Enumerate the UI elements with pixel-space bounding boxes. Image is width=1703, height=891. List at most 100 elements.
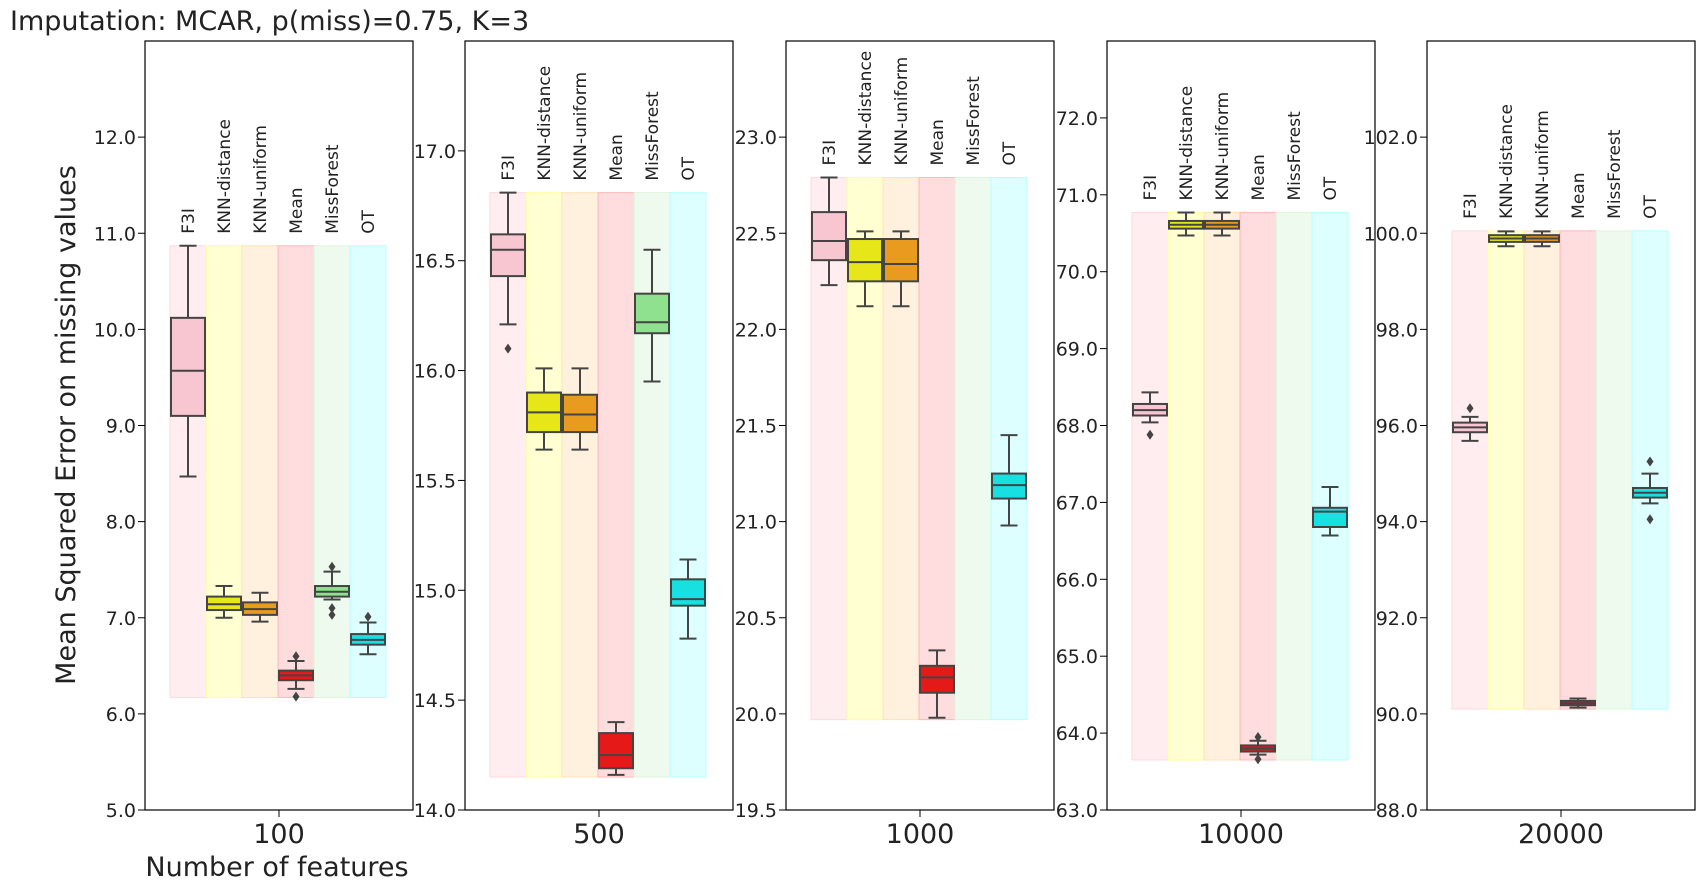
flier-point (1466, 403, 1474, 414)
band-knn-distance (205, 245, 243, 699)
panel-1000: F3I KNN-distance KNN-uniform Mean MissForest… (735, 40, 1055, 850)
panel-100: F3I KNN-distance KNN-uniform Mean MissForest… (94, 40, 414, 850)
band-knn-distance (525, 192, 563, 778)
flier-point (364, 611, 372, 622)
y-tick-label: 67.0 (1056, 492, 1098, 514)
category-label-knn-distance: KNN-distance (1497, 104, 1517, 219)
category-label-mean: Mean (287, 187, 307, 233)
y-tick-label: 66.0 (1056, 569, 1098, 591)
y-tick-label: 15.5 (414, 470, 456, 492)
band-mean (918, 176, 956, 721)
band-mean (1239, 211, 1277, 761)
y-tick-label: 90.0 (1376, 704, 1418, 726)
flier-point (328, 609, 336, 620)
panel-500: F3I KNN-distance KNN-uniform Mean MissForest… (414, 40, 734, 850)
x-tick-label: 100 (253, 819, 305, 850)
iqr-box (634, 292, 670, 335)
box-f3i-1000 (811, 176, 847, 287)
y-tick-label: 20.0 (735, 704, 777, 726)
y-tick-label: 14.5 (414, 690, 456, 712)
category-label-ot: OT (359, 209, 379, 233)
category-label-f3i: F3I (499, 155, 519, 181)
band-knn-uniform (561, 192, 599, 778)
category-label-f3i: F3I (1461, 193, 1481, 219)
box-mean-10000 (1240, 731, 1276, 765)
category-label-knn-distance: KNN-distance (1177, 86, 1197, 201)
category-label-mean: Mean (1569, 173, 1589, 219)
y-tick-label: 6.0 (106, 704, 136, 726)
band-mean (277, 245, 315, 699)
band-missforest (313, 245, 351, 699)
y-tick-label: 16.0 (414, 361, 456, 383)
category-label-knn-uniform: KNN-uniform (1533, 110, 1553, 219)
box-knn-distance-500 (526, 367, 562, 451)
y-tick-label: 16.5 (414, 251, 456, 273)
box-ot-100 (350, 611, 386, 656)
y-tick-label: 17.0 (414, 141, 456, 163)
band-ot (669, 192, 707, 778)
band-mean (1559, 230, 1597, 710)
box-f3i-100 (170, 244, 206, 478)
y-tick-label: 10.0 (94, 319, 136, 341)
box-knn-distance-1000 (847, 230, 883, 308)
y-tick-label: 21.5 (735, 416, 777, 438)
box-knn-uniform-10000 (1204, 211, 1240, 237)
flier-point (1146, 429, 1154, 440)
flier-point (328, 561, 336, 572)
box-mean-100 (278, 651, 314, 702)
y-axis-label: Mean Squared Error on missing values (51, 165, 82, 685)
band-f3i (1131, 211, 1169, 761)
band-knn-distance (1167, 211, 1205, 761)
iqr-box (883, 238, 919, 283)
box-mean-500 (598, 721, 634, 776)
category-label-f3i: F3I (179, 208, 199, 234)
category-label-f3i: F3I (1141, 175, 1161, 201)
y-tick-label: 70.0 (1056, 262, 1098, 284)
flier-point (1646, 456, 1654, 467)
category-label-ot: OT (1321, 176, 1341, 200)
band-missforest (1595, 230, 1633, 710)
box-knn-distance-100 (206, 585, 242, 619)
y-tick-label: 20.5 (735, 608, 777, 630)
box-missforest-500 (634, 248, 670, 383)
x-axis-label: Number of features (145, 852, 408, 883)
category-label-missforest: MissForest (1605, 129, 1625, 219)
flier-point (1254, 731, 1262, 742)
flier-point (1254, 754, 1262, 765)
x-tick-label: 10000 (1198, 819, 1284, 850)
category-label-mean: Mean (928, 119, 948, 165)
y-tick-label: 102.0 (1364, 127, 1418, 149)
box-ot-10000 (1312, 486, 1348, 537)
box-missforest-100 (314, 561, 350, 620)
category-label-missforest: MissForest (643, 91, 663, 181)
box-f3i-500 (490, 191, 526, 354)
y-tick-label: 100.0 (1364, 223, 1418, 245)
iqr-box (847, 238, 883, 283)
y-tick-label: 69.0 (1056, 339, 1098, 361)
category-label-knn-uniform: KNN-uniform (1213, 92, 1233, 201)
category-label-knn-uniform: KNN-uniform (892, 57, 912, 166)
category-label-mean: Mean (1249, 154, 1269, 200)
band-missforest (1275, 211, 1313, 761)
category-label-f3i: F3I (820, 140, 840, 166)
category-label-ot: OT (679, 156, 699, 180)
y-tick-label: 22.5 (735, 223, 777, 245)
y-tick-label: 71.0 (1056, 185, 1098, 207)
box-knn-uniform-20000 (1524, 230, 1560, 248)
panels: F3I KNN-distance KNN-uniform Mean MissForest… (94, 40, 1696, 850)
box-knn-uniform-1000 (883, 230, 919, 308)
y-tick-label: 19.5 (735, 800, 777, 822)
box-ot-500 (670, 558, 706, 640)
category-label-knn-uniform: KNN-uniform (571, 72, 591, 181)
x-tick-label: 500 (573, 819, 625, 850)
y-tick-label: 7.0 (106, 608, 136, 630)
y-tick-label: 98.0 (1376, 319, 1418, 341)
y-tick-label: 65.0 (1056, 646, 1098, 668)
box-mean-1000 (919, 649, 955, 719)
x-tick-label: 1000 (886, 819, 955, 850)
y-tick-label: 12.0 (94, 127, 136, 149)
band-knn-uniform (1523, 230, 1561, 710)
panel-10000: F3I KNN-distance KNN-uniform Mean MissForest… (1056, 40, 1376, 850)
band-knn-uniform (1203, 211, 1241, 761)
